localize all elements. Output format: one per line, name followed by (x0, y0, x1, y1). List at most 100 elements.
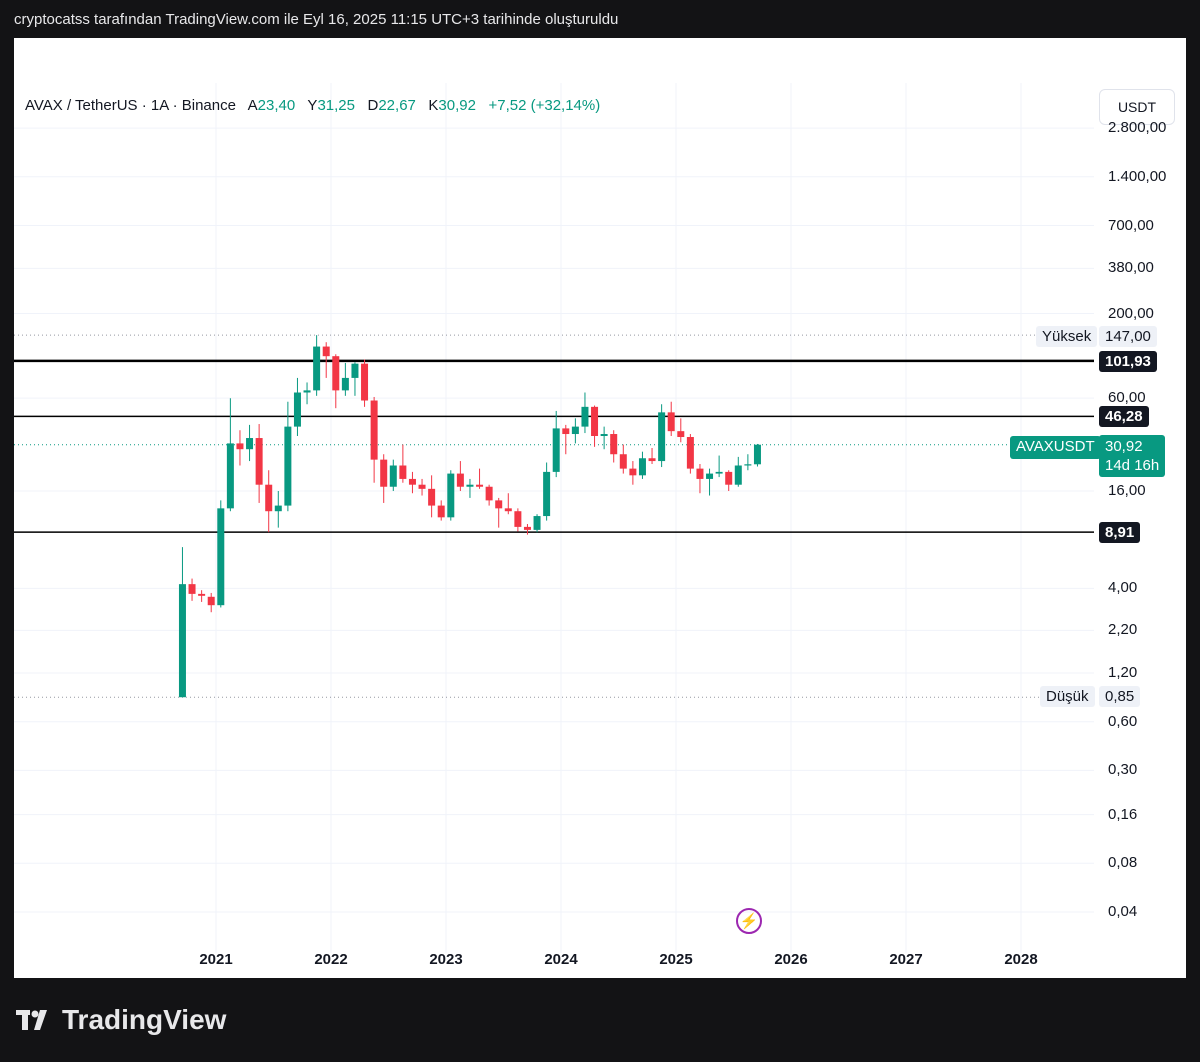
candle (303, 382, 311, 405)
price-chart[interactable] (14, 38, 1186, 978)
candle-body (332, 356, 340, 391)
candle (361, 359, 369, 407)
candle-body (466, 484, 474, 487)
time-tick-label: 2023 (429, 951, 463, 968)
currency-button[interactable]: USDT (1099, 89, 1175, 125)
candle (274, 491, 282, 528)
candle-body (255, 438, 263, 485)
candle-body (725, 471, 733, 485)
candle-body (543, 471, 551, 517)
high-label: Y (307, 97, 318, 114)
last-price-tag: 30,92 14d 16h (1099, 435, 1166, 477)
candle-body (686, 437, 694, 469)
candle (389, 459, 397, 491)
open-value: 23,40 (257, 97, 296, 114)
low-value: 22,67 (378, 97, 416, 114)
price-tick-label: 700,00 (1108, 216, 1154, 234)
symbol-price-tag: AVAXUSDT (1010, 436, 1101, 459)
candle (408, 471, 416, 494)
candle-body (706, 473, 714, 479)
candle-body (715, 471, 723, 474)
candle-body (533, 516, 541, 530)
candle-body (217, 508, 225, 606)
candle-body (207, 596, 215, 606)
candle (648, 448, 656, 464)
change-value: +7,52 (+32,14%) (488, 97, 601, 114)
candle-body (504, 508, 512, 512)
candle (341, 362, 349, 396)
time-tick-label: 2028 (1004, 951, 1038, 968)
candle-body (198, 593, 206, 596)
candle-body (658, 412, 666, 462)
price-tick-label: 1.400,00 (1108, 167, 1167, 185)
candle (447, 470, 455, 521)
candle (562, 424, 570, 455)
candle (581, 392, 589, 434)
symbol-label[interactable]: AVAX / TetherUS · 1A · Binance (25, 97, 236, 114)
candle-body (476, 484, 484, 487)
level-tag-46: 46,28 (1099, 406, 1149, 427)
candle (351, 362, 359, 396)
candle-body (236, 443, 244, 450)
price-tick-label: 200,00 (1108, 304, 1154, 322)
candle (485, 484, 493, 506)
candle-body (581, 406, 589, 427)
candle (591, 405, 599, 447)
lightning-icon[interactable]: ⚡ (736, 908, 762, 934)
candle (696, 463, 704, 494)
candle-body (629, 468, 637, 476)
candle-body (514, 511, 522, 527)
price-tick-label: 16,00 (1108, 482, 1146, 499)
candle (380, 454, 388, 503)
high-marker-label: Yüksek (1036, 326, 1098, 347)
low-marker-label: Düşük (1040, 686, 1095, 707)
open-label: A (247, 97, 258, 114)
candle-body (265, 484, 273, 512)
candle (313, 335, 321, 396)
high-value: 31,25 (317, 97, 355, 114)
candle-body (485, 486, 493, 501)
candle-body (571, 426, 579, 435)
candle (619, 444, 627, 474)
candle-body (380, 459, 388, 487)
chart-panel[interactable]: AVAX / TetherUS · 1A · Binance A23,40 Y3… (14, 38, 1186, 978)
candle (322, 342, 330, 378)
candle (533, 514, 541, 533)
candle (753, 443, 761, 467)
candle (418, 478, 426, 496)
candle-body (178, 584, 186, 698)
candle (207, 592, 215, 613)
candle (706, 468, 714, 496)
candle (610, 430, 618, 463)
candle-body (562, 428, 570, 435)
candle (514, 508, 522, 532)
candle-body (591, 406, 599, 437)
price-tick-label: 0,16 (1108, 805, 1138, 823)
candle (686, 434, 694, 474)
candle-body (744, 464, 752, 466)
candle-body (495, 500, 503, 509)
close-value: 30,92 (438, 97, 476, 114)
close-label: K (428, 97, 439, 114)
candle-body (370, 400, 378, 460)
candle (658, 404, 666, 468)
chart-caption: cryptocatss tarafından TradingView.com i… (14, 11, 619, 28)
candle-body (274, 505, 282, 512)
candle (265, 470, 273, 533)
candle-body (313, 346, 321, 391)
candle (255, 424, 263, 503)
candle-body (667, 412, 675, 432)
candle (217, 500, 225, 608)
candle (667, 401, 675, 437)
candle-body (322, 346, 330, 357)
candle (523, 524, 531, 535)
candle (466, 478, 474, 498)
time-tick-label: 2022 (314, 951, 348, 968)
candle (399, 444, 407, 483)
price-tick-label: 380,00 (1108, 259, 1154, 277)
candle-body (610, 434, 618, 455)
candle-body (341, 377, 349, 391)
candle-body (188, 584, 196, 594)
tradingview-logo[interactable]: TradingView (16, 1004, 226, 1036)
brand-name: TradingView (62, 1004, 227, 1035)
